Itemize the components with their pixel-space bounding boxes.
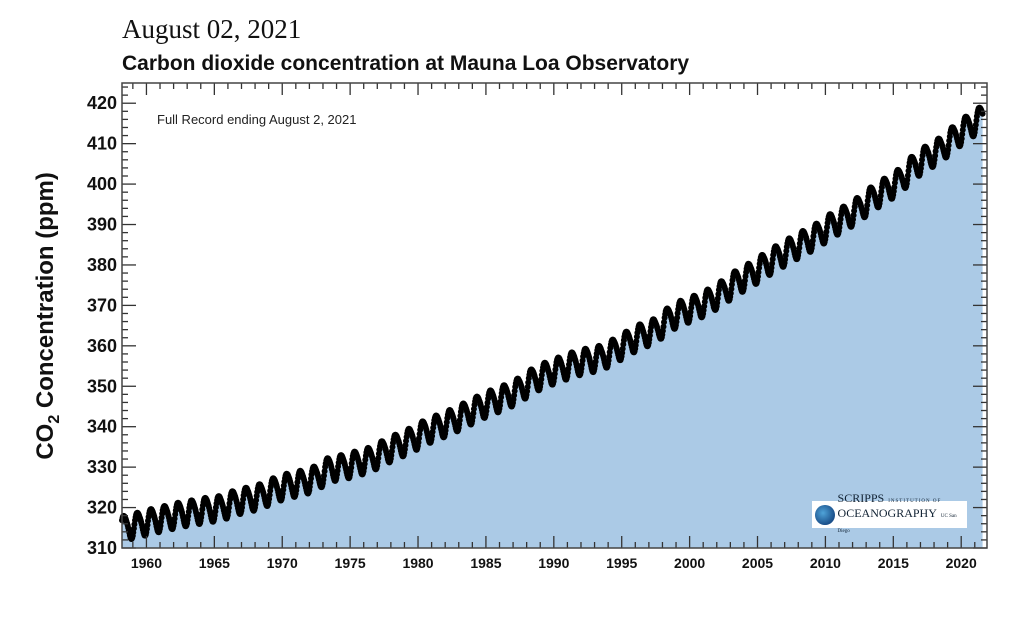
logo-line2-small: UC San Diego — [837, 514, 957, 534]
x-tick-label: 1970 — [267, 555, 298, 571]
area-fill — [122, 107, 983, 548]
data-point — [918, 161, 925, 168]
x-tick-label: 2015 — [878, 555, 909, 571]
plot-frame — [121, 82, 988, 549]
chart-title: Carbon dioxide concentration at Mauna Lo… — [122, 52, 690, 75]
x-tick-label: 1975 — [335, 555, 366, 571]
y-tick-label: 330 — [87, 457, 117, 477]
x-tick-label: 1965 — [199, 555, 230, 571]
data-point — [511, 392, 518, 399]
y-tick-label: 410 — [87, 134, 117, 154]
annotation: Full Record ending August 2, 2021 — [157, 112, 356, 127]
y-tick-label: 390 — [87, 215, 117, 235]
data-point — [416, 435, 422, 442]
data-point — [714, 295, 721, 302]
x-tick-label: 1990 — [538, 555, 569, 571]
data-point — [904, 172, 911, 179]
y-tick-label: 310 — [87, 538, 117, 558]
y-tick-label: 360 — [87, 336, 117, 356]
data-point — [905, 167, 912, 174]
data-point — [979, 110, 986, 117]
axis-ticks: 1960 1965 1970 1975 1980 1985 1990 1995 2000 2005… — [87, 83, 987, 571]
data-point — [728, 285, 735, 292]
date-heading: August 02, 2021 — [122, 14, 302, 44]
y-tick-label: 370 — [87, 295, 117, 315]
logo-line1: SCRIPPS — [837, 491, 885, 505]
data-point — [796, 244, 803, 251]
data-points — [119, 104, 986, 542]
data-point — [755, 269, 762, 276]
y-tick-label: 400 — [87, 174, 117, 194]
x-tick-label: 2005 — [742, 555, 773, 571]
data-point — [904, 176, 911, 183]
data-point — [945, 142, 952, 149]
globe-icon — [815, 504, 835, 525]
x-tick-label: 2020 — [946, 555, 977, 571]
data-point — [782, 252, 789, 259]
logo-line2: OCEANOGRAPHY — [837, 506, 937, 520]
logo-line1-small: INSTITUTION OF — [888, 499, 942, 504]
data-point — [972, 121, 979, 128]
y-tick-label: 350 — [87, 376, 117, 396]
data-point — [769, 260, 776, 267]
data-point — [891, 184, 898, 191]
data-point — [633, 338, 640, 345]
data-point — [850, 212, 857, 219]
data-point — [809, 237, 816, 244]
data-point — [864, 202, 871, 209]
data-point — [321, 472, 327, 479]
x-tick-label: 1985 — [470, 555, 501, 571]
data-point — [959, 131, 966, 138]
x-tick-label: 1960 — [131, 555, 162, 571]
data-point — [660, 323, 667, 330]
x-tick-label: 2000 — [674, 555, 705, 571]
y-tick-label: 320 — [87, 498, 117, 518]
y-tick-label: 420 — [87, 93, 117, 113]
x-tick-label: 1995 — [606, 555, 637, 571]
data-point — [932, 152, 939, 159]
data-point — [524, 383, 531, 390]
data-point — [823, 228, 830, 235]
x-tick-label: 2010 — [810, 555, 841, 571]
scripps-logo: SCRIPPS INSTITUTION OF OCEANOGRAPHY UC S… — [812, 492, 967, 534]
y-tick-label: 340 — [87, 417, 117, 437]
x-tick-label: 1980 — [402, 555, 433, 571]
y-tick-label: 380 — [87, 255, 117, 275]
